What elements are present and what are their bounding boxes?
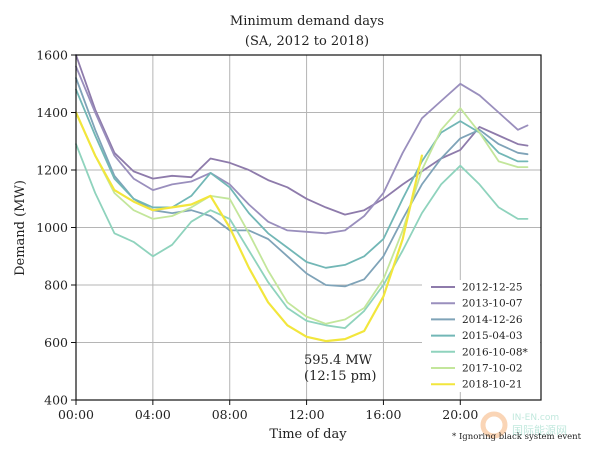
series-line-2015-04-03	[75, 88, 529, 269]
legend-label: 2018-10-21	[462, 379, 523, 391]
watermark: IN-EN.com 国际能源网	[480, 411, 567, 439]
annotation-value: 595.4 MW	[304, 353, 373, 368]
series-layer	[74, 54, 529, 343]
y-tick-label: 1600	[36, 48, 68, 63]
legend-label: 2015-04-03	[462, 330, 523, 342]
x-tick-label: 00:00	[58, 407, 94, 422]
series-line-2012-12-25	[75, 54, 529, 216]
legend-label: 2017-10-02	[462, 363, 523, 375]
legend: 2012-12-25 2013-10-07 2014-12-26 2015-04-03…	[422, 280, 540, 392]
x-tick-label: 16:00	[365, 407, 401, 422]
x-tick-label: 20:00	[442, 407, 478, 422]
chart-subtitle: (SA, 2012 to 2018)	[245, 34, 369, 49]
watermark-line1: IN-EN.com	[512, 413, 559, 423]
legend-label: 2012-12-25	[462, 282, 523, 294]
y-tick-label: 1200	[36, 163, 68, 178]
legend-label: 2013-10-07	[462, 298, 523, 310]
series-line-2018-10-21	[74, 111, 423, 343]
legend-label: 2014-12-26	[462, 314, 523, 326]
series-line-2017-10-02	[75, 107, 529, 325]
y-tick-label: 800	[44, 278, 68, 293]
watermark-logo-icon	[480, 411, 508, 439]
y-axis-label: Demand (MW)	[13, 180, 28, 276]
x-axis-ticks: 00:00 04:00 08:00 12:00 16:00 20:00	[58, 400, 478, 422]
watermark-line2: 国际能源网	[512, 423, 567, 437]
y-tick-label: 1400	[36, 105, 68, 120]
series-line-2016-10-08	[75, 143, 529, 329]
legend-label: 2016-10-08*	[462, 346, 529, 358]
x-axis-label: Time of day	[269, 427, 347, 442]
y-tick-label: 400	[44, 393, 68, 408]
footnote: * Ignoring black system event	[452, 432, 582, 442]
x-tick-label: 04:00	[135, 407, 171, 422]
x-tick-label: 12:00	[289, 407, 325, 422]
y-tick-label: 1000	[36, 220, 68, 235]
annotation-time: (12:15 pm)	[304, 369, 376, 384]
series-line-2013-10-07	[75, 65, 529, 235]
chart-title: Minimum demand days	[230, 14, 384, 29]
x-tick-label: 08:00	[212, 407, 248, 422]
y-axis-ticks: 400 600 800 1000 1200 1400 1600	[36, 48, 76, 408]
y-tick-label: 600	[44, 335, 68, 350]
